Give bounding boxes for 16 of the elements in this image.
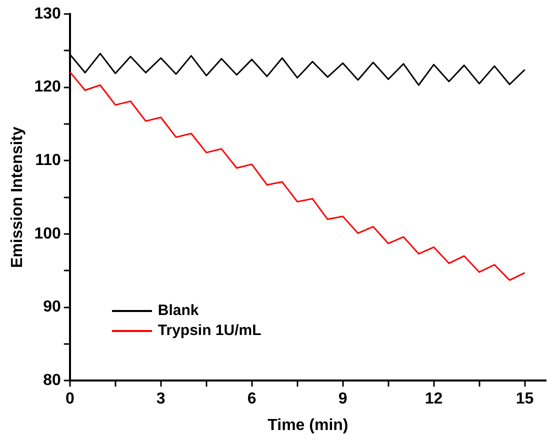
x-tick-label: 15 [516, 390, 534, 408]
y-tick-label: 90 [43, 298, 61, 316]
y-tick-label: 110 [35, 152, 61, 170]
x-tick-label: 3 [156, 390, 166, 408]
y-tick-label: 100 [34, 225, 61, 242]
y-axis-title: Emission Intensity [9, 126, 26, 268]
x-tick-label: 12 [424, 390, 443, 408]
y-tick-label: 130 [34, 5, 61, 22]
y-tick-label: 120 [34, 78, 61, 96]
x-tick-label: 9 [338, 390, 348, 408]
y-tick-label: 80 [43, 372, 61, 390]
legend-label: Trypsin 1U/mL [158, 322, 262, 340]
x-axis-title: Time (min) [268, 416, 348, 434]
legend-label: Blank [158, 302, 199, 320]
x-tick-label: 6 [247, 390, 256, 408]
x-tick-label: 0 [65, 390, 74, 408]
